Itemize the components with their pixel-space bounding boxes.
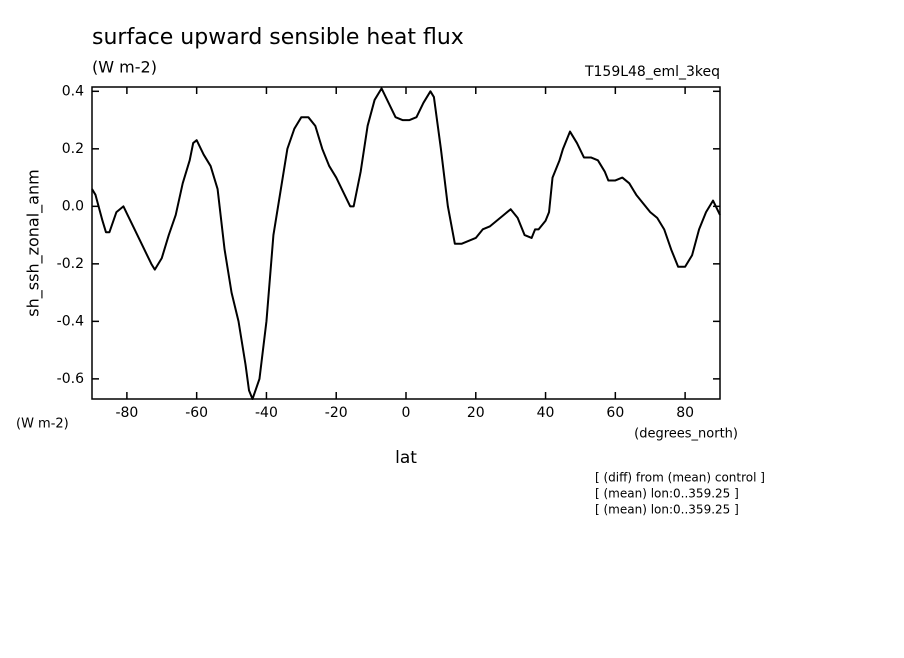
y-tick-label: -0.4 [57, 313, 84, 329]
y-tick-label: 0.2 [62, 141, 84, 157]
x-tick-label: 0 [402, 405, 411, 421]
x-units: (degrees_north) [634, 427, 738, 442]
y-tick-label: -0.6 [57, 371, 84, 387]
y-tick-label: 0.0 [62, 198, 84, 214]
x-axis-label: lat [395, 448, 417, 468]
note: [ (mean) lon:0..359.25 ] [595, 487, 739, 501]
note: [ (mean) lon:0..359.25 ] [595, 503, 739, 517]
run-label: T159L48_eml_3keq [584, 64, 720, 80]
x-tick-label: 40 [537, 405, 555, 421]
x-tick-label: -20 [325, 405, 348, 421]
y-axis-label: sh_ssh_zonal_anm [24, 169, 44, 316]
x-tick-label: 60 [606, 405, 624, 421]
data-line [91, 87, 721, 400]
y-tick-label: 0.4 [62, 83, 84, 99]
x-tick-label: -80 [115, 405, 138, 421]
x-tick-label: -40 [255, 405, 278, 421]
note: [ (diff) from (mean) control ] [595, 471, 765, 485]
y-units: (W m-2) [16, 417, 69, 432]
x-tick-label: 20 [467, 405, 485, 421]
x-tick-label: -60 [185, 405, 208, 421]
x-tick-label: 80 [676, 405, 694, 421]
units: (W m-2) [92, 58, 157, 77]
plot-frame [91, 86, 721, 400]
y-tick-label: -0.2 [57, 256, 84, 272]
chart-title: surface upward sensible heat flux [92, 25, 464, 50]
